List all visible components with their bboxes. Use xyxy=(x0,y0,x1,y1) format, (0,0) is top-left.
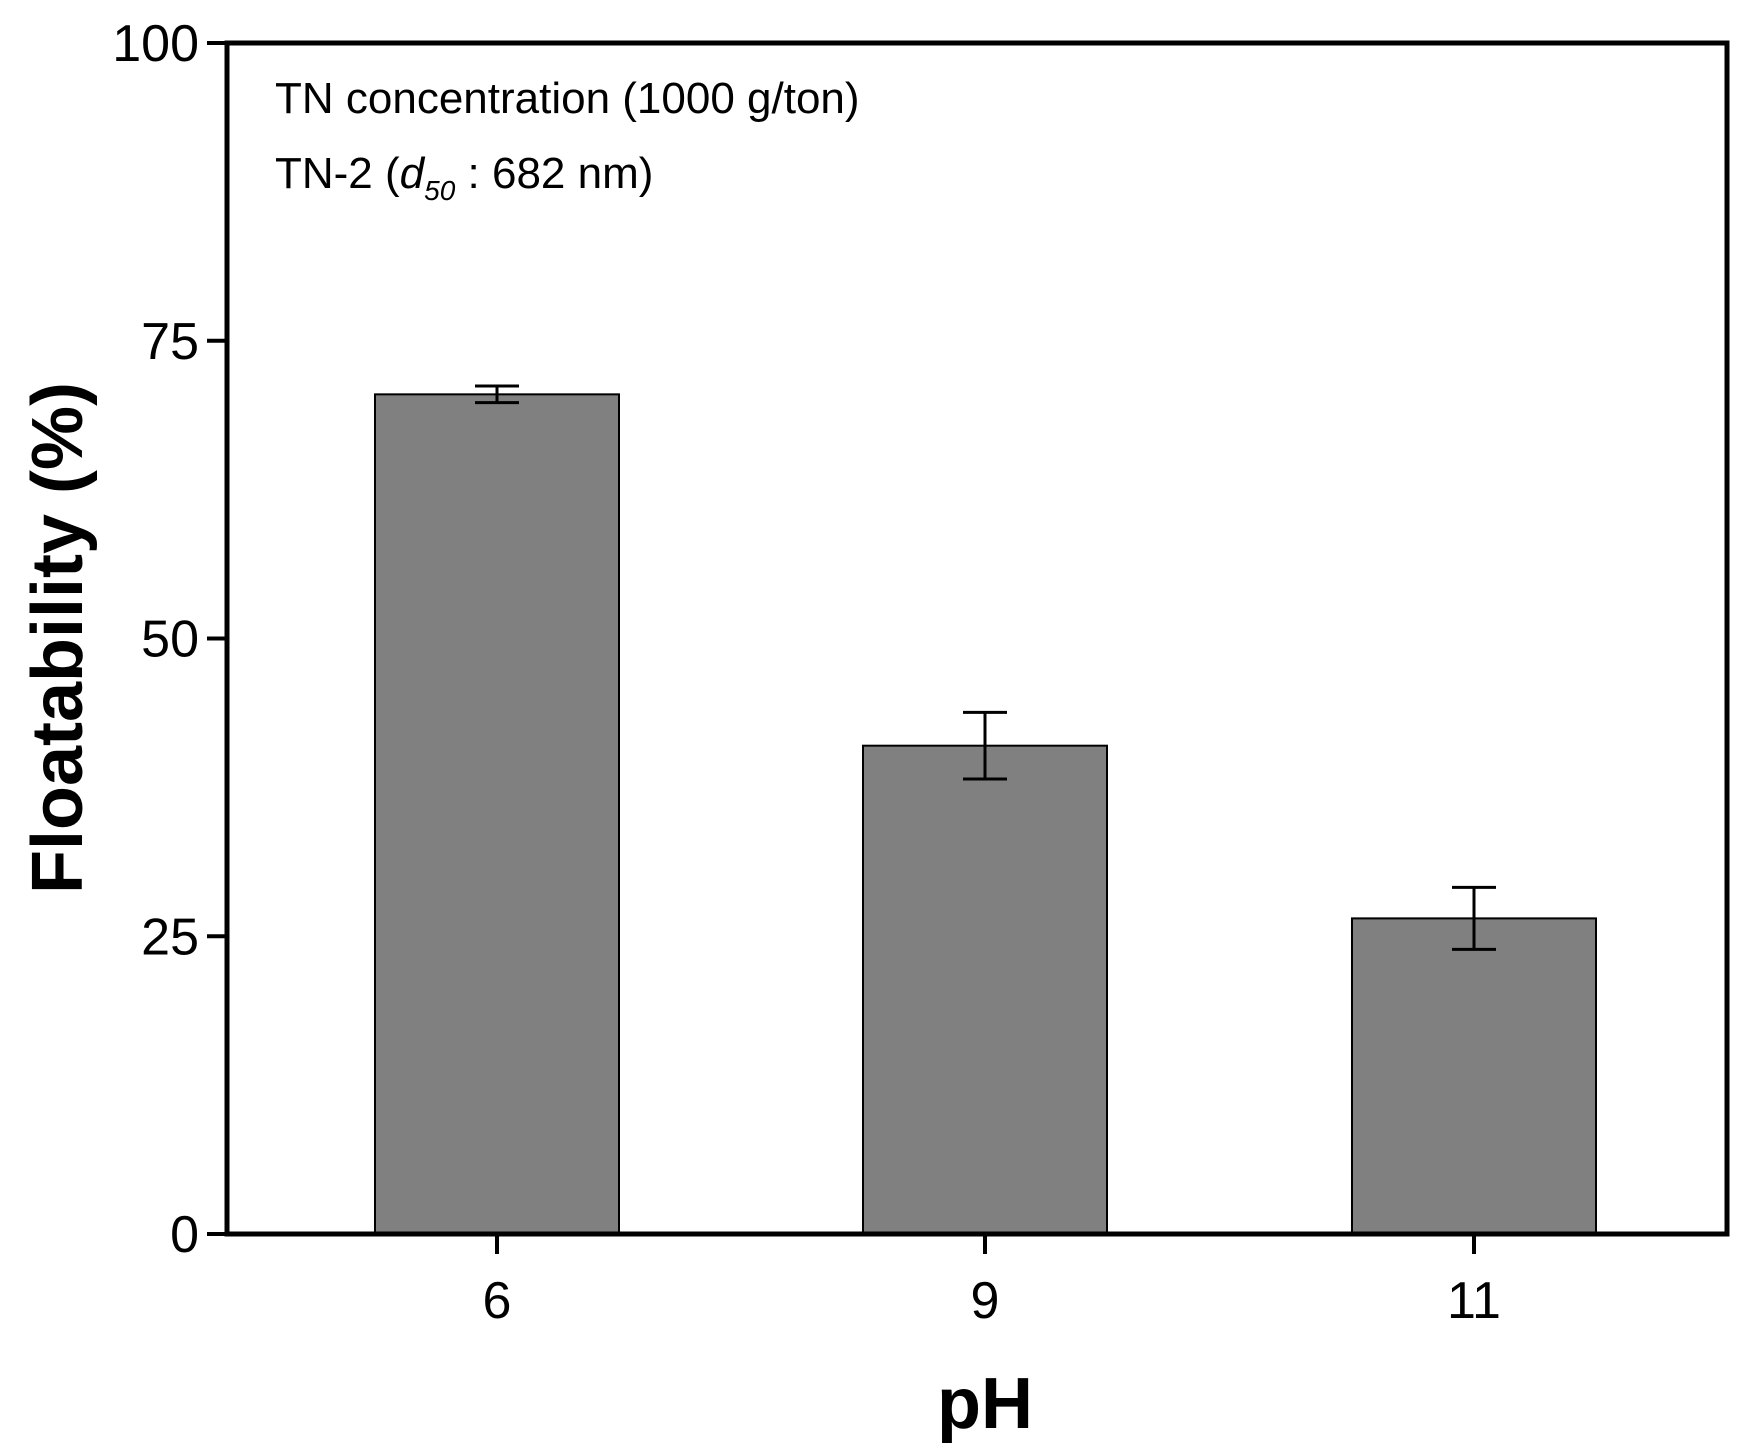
y-tick-label-100: 100 xyxy=(112,15,199,73)
y-tick-label-25: 25 xyxy=(141,908,199,966)
bar-ph-9 xyxy=(862,744,1108,1235)
y-tick-label-0: 0 xyxy=(170,1206,199,1264)
y-tick-label-75: 75 xyxy=(141,313,199,371)
error-bar-ph-9 xyxy=(963,710,1007,781)
annotation-concentration: TN concentration (1000 g/ton) xyxy=(275,74,860,123)
x-tick-label-9: 9 xyxy=(971,1272,1000,1330)
x-tick-label-11: 11 xyxy=(1447,1272,1501,1330)
y-tick-label-50: 50 xyxy=(141,611,199,669)
error-bar-ph-6 xyxy=(475,384,519,405)
annotation-sample-prefix: TN-2 ( xyxy=(275,149,400,198)
error-bar-ph-11 xyxy=(1452,885,1496,951)
annotation-sample-size: TN-2 (d50 : 682 nm) xyxy=(275,149,653,206)
x-tick-label-6: 6 xyxy=(483,1272,512,1330)
bars-layer xyxy=(374,393,1597,1236)
annotation-d-variable: d xyxy=(400,149,426,198)
error-bars-layer xyxy=(475,384,1496,951)
y-axis: 0 25 50 75 100 xyxy=(112,15,227,1264)
annotation-sample-suffix: : 682 nm) xyxy=(455,149,653,198)
x-axis-title: pH xyxy=(937,1364,1033,1444)
y-axis-title: Floatability (%) xyxy=(18,382,98,894)
annotation-d-subscript: 50 xyxy=(424,175,456,206)
x-axis: 6 9 11 xyxy=(483,1234,1501,1330)
bar-ph-11 xyxy=(1351,917,1597,1235)
bar-ph-6 xyxy=(374,393,620,1236)
